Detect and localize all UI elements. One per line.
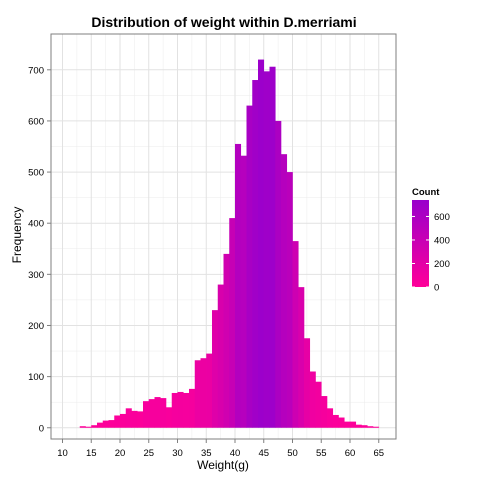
histogram-bar bbox=[275, 120, 282, 428]
histogram-bar bbox=[344, 421, 351, 428]
x-tick-label: 30 bbox=[172, 448, 183, 459]
histogram-bar bbox=[229, 218, 236, 428]
histogram-bar bbox=[131, 410, 138, 428]
histogram-bar bbox=[143, 401, 150, 428]
histogram-bar bbox=[327, 408, 334, 428]
x-tick-label: 50 bbox=[287, 448, 298, 459]
y-tick-label: 0 bbox=[39, 423, 44, 434]
histogram-bar bbox=[286, 172, 293, 428]
histogram-bar bbox=[160, 398, 167, 428]
histogram-bar bbox=[102, 420, 109, 428]
histogram-bars bbox=[79, 59, 380, 428]
histogram-bar bbox=[85, 426, 92, 428]
histogram-bar bbox=[315, 381, 322, 428]
y-tick-label: 500 bbox=[28, 168, 44, 179]
x-tick-label: 25 bbox=[143, 448, 154, 459]
panel-border bbox=[50, 33, 397, 440]
histogram-bar bbox=[361, 425, 368, 428]
histogram-bar bbox=[91, 425, 98, 428]
x-tick-label: 45 bbox=[258, 448, 269, 459]
histogram-bar bbox=[304, 338, 311, 428]
histogram-bar bbox=[79, 426, 86, 428]
histogram-bar bbox=[223, 253, 230, 428]
histogram-bar bbox=[177, 391, 184, 428]
legend-tick-label: 200 bbox=[434, 259, 450, 270]
histogram-bar bbox=[171, 392, 178, 428]
legend-tick-label: 0 bbox=[434, 283, 439, 294]
x-axis: 10 15 20 25 30 35 40 45 50 55 60 65 bbox=[57, 439, 384, 459]
histogram-bar bbox=[332, 414, 339, 428]
histogram-bar bbox=[246, 105, 253, 428]
histogram-bar bbox=[114, 415, 121, 428]
legend-ticks: 0 200 400 600 bbox=[412, 212, 450, 294]
histogram-bar bbox=[281, 154, 288, 428]
x-tick-label: 35 bbox=[201, 448, 212, 459]
histogram-bar bbox=[235, 143, 242, 428]
histogram-bar bbox=[183, 392, 190, 428]
histogram-bar bbox=[355, 424, 362, 428]
x-axis-title: Weight(g) bbox=[197, 458, 249, 472]
chart-title: Distribution of weight within D.merriami bbox=[91, 14, 356, 30]
y-axis-title: Frequency bbox=[10, 207, 24, 264]
histogram-bar bbox=[373, 426, 380, 428]
histogram-bar bbox=[269, 66, 276, 428]
y-axis: 0 100 200 300 400 500 600 700 bbox=[28, 65, 51, 434]
y-tick-label: 200 bbox=[28, 321, 44, 332]
histogram-bar bbox=[148, 399, 155, 428]
histogram-bar bbox=[292, 241, 299, 428]
histogram-bar bbox=[108, 420, 115, 428]
x-tick-label: 20 bbox=[115, 448, 126, 459]
legend-tick-label: 600 bbox=[434, 212, 450, 223]
histogram-bar bbox=[154, 397, 161, 428]
histogram-bar bbox=[212, 310, 219, 428]
histogram-bar bbox=[206, 353, 213, 428]
histogram-bar bbox=[338, 417, 345, 428]
histogram-bar bbox=[125, 408, 132, 428]
histogram-bar bbox=[309, 371, 316, 428]
histogram-bar bbox=[258, 59, 265, 428]
histogram-bar bbox=[367, 426, 374, 428]
x-tick-label: 15 bbox=[86, 448, 97, 459]
histogram-bar bbox=[137, 411, 144, 428]
x-tick-label: 65 bbox=[373, 448, 384, 459]
histogram-bar bbox=[166, 407, 173, 428]
x-tick-label: 10 bbox=[57, 448, 68, 459]
histogram-bar bbox=[97, 422, 104, 428]
legend-title: Count bbox=[412, 187, 440, 198]
histogram-bar bbox=[252, 80, 259, 428]
y-tick-label: 600 bbox=[28, 116, 44, 127]
y-tick-label: 400 bbox=[28, 219, 44, 230]
histogram-bar bbox=[217, 284, 224, 428]
histogram-bar bbox=[200, 358, 207, 428]
x-tick-label: 60 bbox=[345, 448, 356, 459]
histogram-bar bbox=[189, 388, 196, 428]
legend-tick-label: 400 bbox=[434, 235, 450, 246]
histogram-bar bbox=[350, 421, 357, 428]
histogram-bar bbox=[263, 71, 270, 428]
x-tick-label: 55 bbox=[316, 448, 327, 459]
y-tick-label: 100 bbox=[28, 372, 44, 383]
histogram-bar bbox=[298, 287, 305, 428]
y-tick-label: 300 bbox=[28, 270, 44, 281]
y-tick-label: 700 bbox=[28, 65, 44, 76]
legend: Count 0 200 400 600 bbox=[412, 187, 450, 294]
histogram-bar bbox=[321, 396, 328, 428]
legend-colorbar bbox=[412, 200, 429, 287]
histogram-bar bbox=[194, 360, 201, 428]
histogram-bar bbox=[240, 155, 247, 428]
histogram-bar bbox=[120, 413, 127, 428]
x-tick-label: 40 bbox=[230, 448, 241, 459]
